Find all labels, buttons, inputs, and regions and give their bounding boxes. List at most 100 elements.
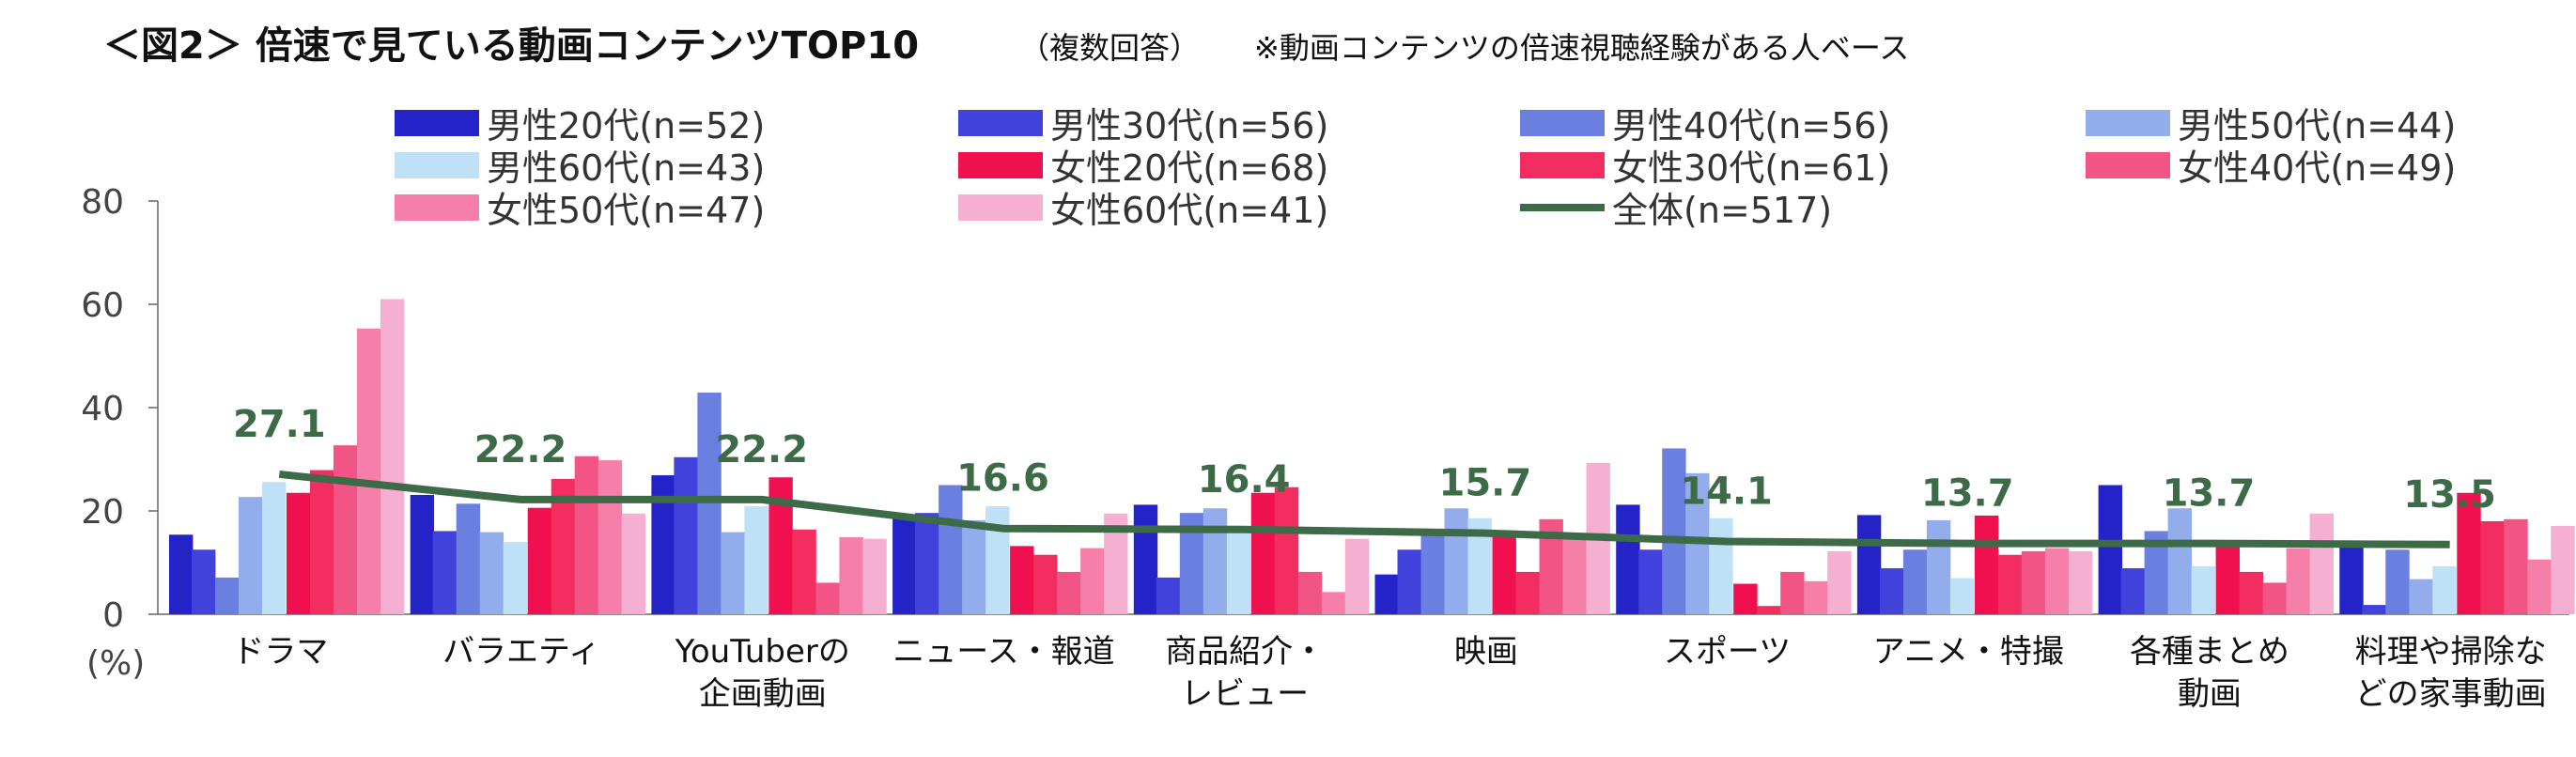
- legend-label: 男性20代(n=52): [487, 105, 765, 147]
- bar: [1397, 549, 1421, 614]
- bar: [1662, 448, 1686, 614]
- category-label: ドラマ: [232, 633, 328, 671]
- total-data-label: 22.2: [474, 428, 567, 471]
- bar: [962, 519, 986, 614]
- legend-swatch: [395, 194, 479, 221]
- bar: [1926, 519, 1951, 614]
- bar: [410, 494, 435, 614]
- bar: [2432, 565, 2457, 614]
- bar: [1616, 504, 1640, 614]
- bar: [2068, 550, 2093, 614]
- category-label: スポーツ: [1664, 633, 1791, 671]
- bar: [456, 503, 481, 614]
- bar: [2215, 546, 2240, 614]
- bar: [1374, 574, 1399, 614]
- bar: [2480, 521, 2505, 614]
- category-label: 商品紹介・レビュー: [1165, 633, 1325, 713]
- bar: [597, 460, 623, 614]
- bar: [862, 538, 887, 614]
- legend-label: 男性50代(n=44): [2178, 105, 2456, 147]
- legend-swatch: [958, 194, 1043, 221]
- bar: [2262, 582, 2287, 614]
- bar: [2527, 559, 2552, 614]
- bar: [357, 328, 381, 614]
- bar: [1733, 583, 1758, 614]
- total-data-label: 16.4: [1198, 458, 1291, 502]
- bar: [1057, 571, 1081, 614]
- total-data-label: 14.1: [1680, 470, 1773, 513]
- category-axis: ドラマ バラエティ YouTuberの企画動画 ニュース・報道 商品紹介・レビュー 映画 ス…: [232, 633, 2546, 713]
- bar: [2021, 550, 2046, 614]
- bar: [1321, 592, 1346, 614]
- bar: [287, 492, 311, 614]
- bar: [239, 497, 263, 614]
- y-tick-label: 0: [102, 596, 124, 635]
- bar: [527, 507, 552, 614]
- chart-subtitle-base: ※動画コンテンツの倍速視聴経験がある人ベース: [1254, 30, 1909, 66]
- bar: [1780, 571, 1805, 614]
- bar: [2044, 548, 2070, 614]
- total-data-label: 15.7: [1438, 462, 1531, 505]
- bar: [479, 532, 504, 614]
- bar: [2504, 518, 2528, 614]
- bar: [2120, 568, 2145, 614]
- bar: [1974, 515, 1999, 614]
- total-line-series: 27.1 22.2 22.2 16.6 16.4 15.7 14.1 13.7 13.7 13.5: [233, 403, 2496, 548]
- legend-label: 全体(n=517): [1612, 190, 1832, 231]
- legend-label: 女性20代(n=68): [1050, 147, 1328, 189]
- bar: [721, 532, 745, 614]
- bar: [1156, 577, 1181, 614]
- y-axis-unit: (%): [86, 644, 145, 683]
- bar: [574, 456, 599, 614]
- bar: [1709, 518, 1733, 614]
- y-tick-label: 20: [81, 493, 124, 532]
- legend-swatch: [395, 152, 479, 178]
- bar: [621, 513, 646, 614]
- total-data-label: 22.2: [715, 428, 808, 471]
- bar: [2339, 544, 2364, 614]
- bar: [2385, 549, 2410, 614]
- legend-swatch: [1520, 110, 1605, 136]
- bar: [915, 513, 939, 614]
- bar: [1879, 568, 1904, 614]
- total-line: [278, 470, 2450, 548]
- bar: [380, 299, 405, 614]
- legend-label: 女性30代(n=61): [1612, 147, 1890, 189]
- legend-swatch: [395, 110, 479, 136]
- legend-swatch: [2086, 110, 2170, 136]
- bar: [2362, 605, 2386, 614]
- bar: [1010, 546, 1034, 614]
- bar: [192, 549, 216, 614]
- bar: [1420, 531, 1445, 614]
- bar: [1804, 580, 1828, 614]
- legend: 男性20代(n=52) 男性30代(n=56) 男性40代(n=56) 男性50代(n…: [395, 105, 2456, 231]
- bar: [1856, 515, 1882, 614]
- category-label: バラエティ: [442, 633, 600, 671]
- bar: [985, 506, 1010, 614]
- bar: [1344, 538, 1370, 614]
- bar: [2409, 579, 2433, 614]
- bar: [1274, 487, 1299, 614]
- legend-label: 男性40代(n=56): [1612, 105, 1890, 147]
- total-data-label: 16.6: [956, 457, 1049, 501]
- bar: [697, 393, 722, 614]
- bar: [744, 506, 768, 614]
- category-label: 映画: [1454, 633, 1518, 671]
- bar: [1562, 537, 1587, 614]
- legend-swatch: [958, 110, 1043, 136]
- y-tick-label: 80: [81, 183, 124, 222]
- bar: [1997, 554, 2023, 614]
- legend-label: 男性60代(n=43): [487, 147, 765, 189]
- category-label: 料理や掃除などの家事動画: [2355, 633, 2547, 713]
- bar: [2167, 508, 2192, 614]
- bar: [1902, 549, 1928, 614]
- bar: [2191, 565, 2215, 614]
- bar: [1444, 508, 1468, 614]
- bar: [1949, 578, 1975, 614]
- bar: [1827, 550, 1852, 614]
- total-data-label: 13.7: [1921, 472, 2014, 516]
- bar: [1203, 508, 1228, 614]
- legend-label: 女性50代(n=47): [487, 190, 765, 231]
- legend-swatch: [958, 152, 1043, 178]
